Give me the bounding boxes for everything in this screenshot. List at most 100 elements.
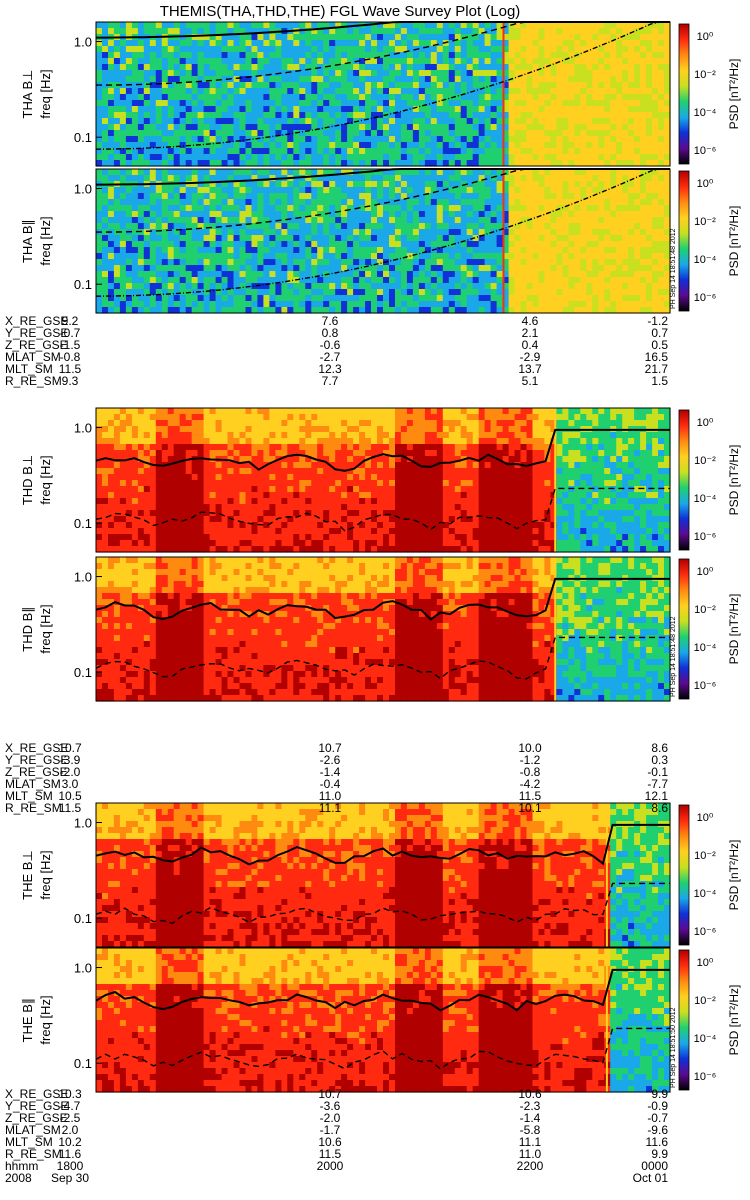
ephemeris-value: 7.7	[322, 374, 339, 388]
ephemeris-value: -0.9	[647, 1099, 668, 1113]
ephemeris-value: 12.3	[318, 362, 342, 376]
colorbar	[678, 558, 690, 700]
ephemeris-value: 13.7	[518, 362, 542, 376]
colorbar-tick-label: 10⁰	[697, 417, 714, 429]
y-axis-label: freq [Hz]	[38, 455, 53, 504]
ephemeris-value: 11.0	[319, 789, 342, 803]
ephemeris-value: -9.6	[647, 1123, 668, 1137]
ephemeris-value: 2000	[317, 1159, 344, 1173]
colorbar-tick-label: 10⁻⁴	[694, 107, 717, 119]
plot-timestamp: PH Sep 14 18:51:50 2012	[670, 1007, 677, 1088]
colorbar-tick-label: 10⁰	[697, 957, 714, 969]
y-axis-label: freq [Hz]	[38, 850, 53, 899]
y-tick-label: 0.1	[74, 516, 92, 531]
ephemeris-value: -1.4	[520, 1111, 541, 1125]
ephemeris-value: -0.8	[520, 765, 541, 779]
ephemeris-value: -1.4	[320, 765, 341, 779]
chart-title: THEMIS(THA,THD,THE) FGL Wave Survey Plot…	[160, 3, 521, 20]
panel-label: THD B∥	[20, 606, 35, 652]
y-tick-label: 1.0	[74, 35, 92, 50]
y-tick-label: 1.0	[74, 421, 92, 436]
ephemeris-value: 10.6	[518, 1087, 542, 1101]
ephemeris-value: -2.3	[520, 1099, 541, 1113]
y-tick-label: 0.1	[74, 911, 92, 926]
panel-label: THA B∥	[20, 219, 35, 263]
ephemeris-value: -2.6	[320, 753, 341, 767]
colorbar-tick-label: 10⁻²	[694, 69, 716, 81]
colorbar-tick-label: 10⁰	[697, 178, 714, 190]
panel-label: THE B⊥	[20, 850, 35, 900]
ephemeris-value: 9.2	[62, 314, 79, 328]
ephemeris-value: 9.3	[62, 374, 79, 388]
ephemeris-value: 0000	[641, 1159, 668, 1173]
colorbar-tick-label: 10⁻²	[694, 850, 716, 862]
ephemeris-value: 0.3	[651, 753, 668, 767]
ephemeris-row-label: Z_RE_GSE	[5, 338, 68, 352]
ephemeris-value: 0.8	[322, 326, 339, 340]
ephemeris-value: 8.6	[651, 741, 668, 755]
ephemeris-row-label: MLAT_SM	[5, 1123, 61, 1137]
ephemeris-row-label: MLT_SM	[5, 362, 53, 376]
colorbar-tick-label: 10⁻⁶	[694, 926, 717, 938]
ephemeris-value: 10.6	[318, 1135, 342, 1149]
ephemeris-value: 7.6	[322, 314, 339, 328]
panel-frame	[95, 556, 671, 702]
y-tick-label: 0.1	[74, 1056, 92, 1071]
ephemeris-row-label: Y_RE_GSE	[5, 326, 68, 340]
ephemeris-value: 4.6	[522, 314, 539, 328]
colorbar-tick-label: 10⁰	[697, 566, 714, 578]
colorbar-tick-label: 10⁰	[697, 812, 714, 824]
ephemeris-value: 21.7	[645, 362, 669, 376]
ephemeris-value: -3.9	[60, 753, 81, 767]
ephemeris-value: 10.3	[58, 1087, 82, 1101]
ephemeris-value: 11.1	[519, 1135, 542, 1149]
ephemeris-row-label: MLT_SM	[5, 1135, 53, 1149]
spectrogram-panel-tha-para: 1.0 0.1 freq [Hz]THA B∥ 10⁰ 10⁻² 10⁻⁴ 10⁻⁶ PSD …	[20, 168, 741, 314]
y-axis-label: freq [Hz]	[38, 69, 53, 118]
ephemeris-row-label: R_RE_SM	[5, 801, 62, 815]
ephemeris-value: 9.9	[651, 1147, 668, 1161]
y-tick-label: 0.1	[74, 277, 92, 292]
plot-timestamp: PH Sep 14 18:51:48 2012	[670, 228, 677, 309]
ephemeris-value: 11.5	[59, 362, 82, 376]
plot-timestamp: PH Sep 14 18:51:48 2012	[670, 616, 677, 697]
panel-label: THE B∥	[20, 998, 35, 1043]
ephemeris-value: 2200	[517, 1159, 544, 1173]
ephemeris-value: 2.0	[62, 1123, 79, 1137]
spectrogram-panel-thd-perp: 1.0 0.1 freq [Hz]THD B⊥ 10⁰ 10⁻² 10⁻⁴ 10⁻⁶ PSD …	[20, 407, 741, 553]
ephemeris-value: 9.9	[651, 1087, 668, 1101]
ephemeris-value: -1.2	[647, 314, 668, 328]
ephemeris-value: -0.7	[60, 326, 81, 340]
ephemeris-row-label: hhmm	[5, 1159, 38, 1173]
ephemeris-row-label: X_RE_GSE	[5, 741, 68, 755]
colorbar-tick-label: 10⁻²	[694, 216, 716, 228]
colorbar-tick-label: 10⁻⁶	[694, 1071, 717, 1083]
panel-label: THA B⊥	[20, 70, 35, 119]
y-tick-label: 1.0	[74, 961, 92, 976]
ephemeris-value: Sep 30	[51, 1171, 89, 1185]
panel-frame	[95, 21, 671, 167]
y-tick-label: 0.1	[74, 130, 92, 145]
colorbar-label: PSD [nT²/Hz]	[727, 985, 741, 1056]
y-tick-label: 1.0	[74, 816, 92, 831]
ephemeris-value: -0.6	[320, 338, 341, 352]
ephemeris-row-label: R_RE_SM	[5, 1147, 62, 1161]
ephemeris-value: -0.7	[647, 1111, 668, 1125]
ephemeris-value: -1.2	[520, 753, 541, 767]
colorbar-tick-label: 10⁻⁶	[694, 145, 717, 157]
ephemeris-row-label: Y_RE_GSE	[5, 1099, 68, 1113]
ephemeris-value: -4.7	[60, 1099, 81, 1113]
ephemeris-value: 5.1	[522, 374, 539, 388]
ephemeris-row-label: MLAT_SM	[5, 777, 61, 791]
ephemeris-value: 11.0	[519, 1147, 542, 1161]
ephemeris-value: 11.5	[59, 801, 82, 815]
ephemeris-value: -2.5	[60, 1111, 81, 1125]
colorbar-label: PSD [nT²/Hz]	[727, 594, 741, 665]
colorbar	[678, 23, 690, 165]
ephemeris-value: -0.1	[647, 765, 668, 779]
colorbar-label: PSD [nT²/Hz]	[727, 206, 741, 277]
